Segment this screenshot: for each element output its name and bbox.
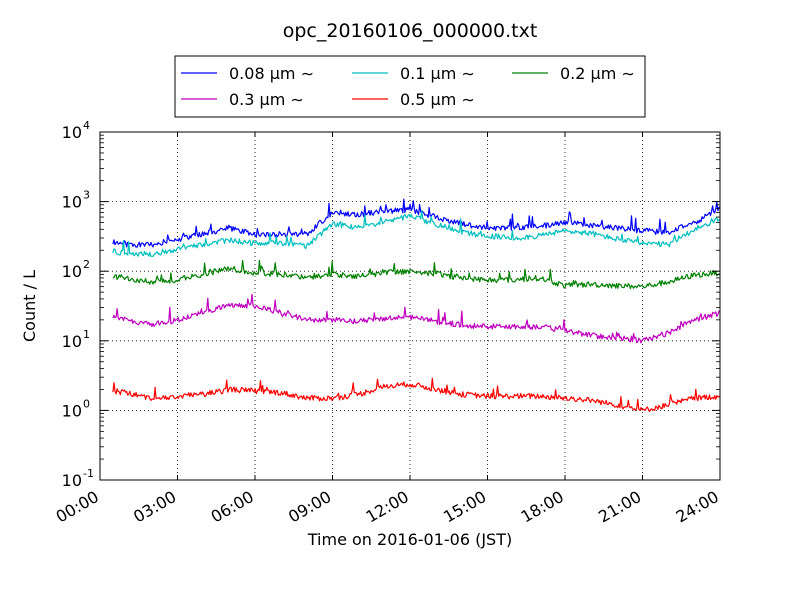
series-line xyxy=(112,198,721,248)
y-axis-label: Count / L xyxy=(20,270,39,342)
y-tick-label: 10 0 xyxy=(62,397,90,420)
y-tick-exponent: 2 xyxy=(83,258,90,271)
legend-item: 0.1 μm ∼ xyxy=(352,64,475,83)
y-tick-label: 10 -1 xyxy=(62,467,94,490)
legend-label: 0.2 μm ∼ xyxy=(560,64,635,83)
y-tick-base: 10 xyxy=(62,262,82,281)
legend-label: 0.08 μm ∼ xyxy=(229,64,314,83)
y-tick-base: 10 xyxy=(62,471,82,490)
legend-item: 0.08 μm ∼ xyxy=(181,64,314,83)
legend-label: 0.1 μm ∼ xyxy=(400,64,475,83)
series-line xyxy=(112,377,721,412)
legend-frame xyxy=(174,55,646,118)
y-tick-exponent: 3 xyxy=(83,189,90,202)
plot-series xyxy=(112,198,721,412)
y-tick-base: 10 xyxy=(62,193,82,212)
legend-label: 0.3 μm ∼ xyxy=(229,90,304,109)
y-tick-base: 10 xyxy=(62,123,82,142)
x-axis-label: Time on 2016-01-06 (JST) xyxy=(307,530,512,549)
series-line xyxy=(112,293,721,344)
series-line xyxy=(112,210,721,257)
y-tick-exponent: 4 xyxy=(83,119,90,132)
legend-item: 0.5 μm ∼ xyxy=(352,90,475,109)
chart-title: opc_20160106_000000.txt xyxy=(283,20,538,42)
series-line xyxy=(112,259,721,290)
y-tick-base: 10 xyxy=(62,401,82,420)
y-tick-label: 10 4 xyxy=(62,119,90,142)
y-tick-exponent: 0 xyxy=(83,397,90,410)
legend: 0.08 μm ∼ 0.1 μm ∼ 0.2 μm ∼ 0.3 μm ∼ 0.5 μm … xyxy=(174,55,646,118)
axis-ticks xyxy=(99,131,721,481)
legend-label: 0.5 μm ∼ xyxy=(400,90,475,109)
y-tick-label: 10 1 xyxy=(62,328,90,351)
legend-item: 0.3 μm ∼ xyxy=(181,90,304,109)
legend-item: 0.2 μm ∼ xyxy=(512,64,635,83)
y-tick-exponent: -1 xyxy=(83,467,94,480)
y-tick-exponent: 1 xyxy=(83,328,90,341)
y-tick-base: 10 xyxy=(62,332,82,351)
y-tick-label: 10 3 xyxy=(62,189,90,212)
grid xyxy=(100,132,720,480)
y-tick-label: 10 2 xyxy=(62,258,90,281)
